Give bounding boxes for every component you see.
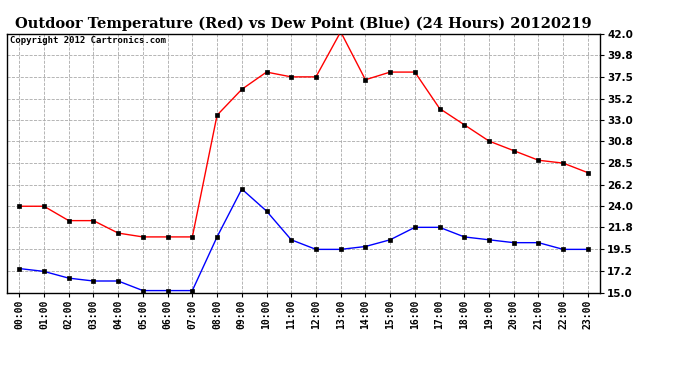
Title: Outdoor Temperature (Red) vs Dew Point (Blue) (24 Hours) 20120219: Outdoor Temperature (Red) vs Dew Point (… <box>15 17 592 31</box>
Text: Copyright 2012 Cartronics.com: Copyright 2012 Cartronics.com <box>10 36 166 45</box>
